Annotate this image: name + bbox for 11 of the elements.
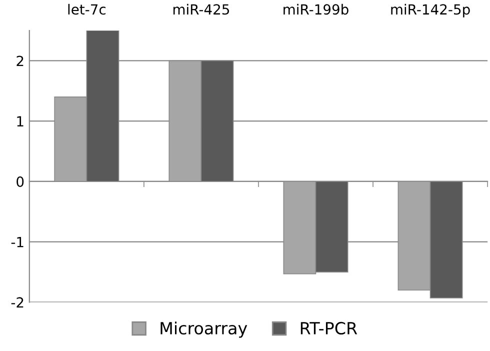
x-tick-label: miR-199b bbox=[284, 4, 348, 15]
x-tick-label: miR-425 bbox=[173, 4, 229, 15]
x-tick-label: let-7c bbox=[68, 4, 106, 15]
y-tick-label: -1 bbox=[11, 236, 24, 248]
legend-label: Microarray bbox=[160, 322, 248, 338]
x-tick-label: miR-142-5p bbox=[391, 4, 470, 18]
y-tick-label: 1 bbox=[17, 116, 24, 126]
legend-label: RT-PCR bbox=[300, 322, 358, 335]
y-tick-label: 2 bbox=[16, 56, 24, 66]
y-tick-label: 0 bbox=[16, 176, 24, 187]
y-tick-label: -2 bbox=[11, 297, 24, 308]
